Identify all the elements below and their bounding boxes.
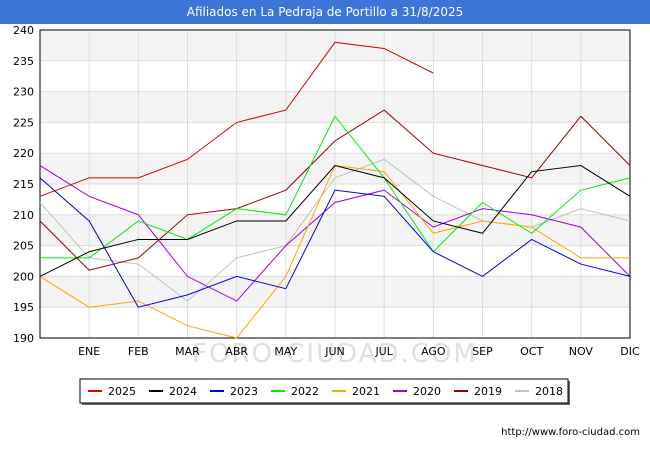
- series-line-2019: [39, 109, 631, 271]
- x-tick-label: ENE: [78, 345, 100, 358]
- legend-label-2021: 2021: [352, 385, 380, 398]
- y-tick-label: 230: [13, 86, 34, 99]
- legend-label-2019: 2019: [474, 385, 502, 398]
- legend-label-2025: 2025: [108, 385, 136, 398]
- x-tick-label: FEB: [128, 345, 149, 358]
- legend-label-2024: 2024: [169, 385, 197, 398]
- x-tick-label: JUL: [374, 345, 393, 358]
- legend-label-2020: 2020: [413, 385, 441, 398]
- x-tick-label: DIC: [620, 345, 640, 358]
- series-lines: [39, 41, 631, 339]
- series-line-2024: [39, 164, 631, 277]
- legend-label-2022: 2022: [291, 385, 319, 398]
- chart-title: Afiliados en La Pedraja de Portillo a 31…: [0, 0, 650, 24]
- y-tick-label: 210: [13, 209, 34, 222]
- y-tick-label: 190: [13, 332, 34, 345]
- legend: 2025 2024 2023 2022 2021 2020 2019 2018: [79, 378, 570, 405]
- y-tick-label: 205: [13, 240, 34, 253]
- series-line-2025: [39, 41, 434, 197]
- x-tick-label: SEP: [472, 345, 493, 358]
- series-line-2023: [39, 177, 631, 308]
- y-tick-label: 240: [13, 24, 34, 37]
- y-tick-label: 200: [13, 270, 34, 283]
- x-tick-label: MAY: [274, 345, 297, 358]
- x-tick-label: MAR: [175, 345, 200, 358]
- x-tick-label: AGO: [421, 345, 446, 358]
- y-tick-labels: 190 195 200 205 210 215 220 225 230 235 240: [13, 24, 34, 345]
- y-tick-label: 235: [13, 55, 34, 68]
- x-tick-label: ABR: [225, 345, 248, 358]
- series-line-2022: [40, 115, 631, 259]
- watermark: FORO-CIUDAD.COM: [192, 339, 478, 369]
- plot-frame: [39, 29, 631, 339]
- y-tick-label: 225: [13, 116, 34, 129]
- y-tick-label: 215: [13, 178, 34, 191]
- series-line-2020: [39, 165, 631, 302]
- axes: [39, 29, 631, 339]
- legend-label-2018: 2018: [535, 385, 563, 398]
- x-tick-label: JUN: [324, 345, 345, 358]
- y-tick-label: 220: [13, 147, 34, 160]
- x-tick-label: NOV: [569, 345, 594, 358]
- y-tick-label: 195: [13, 301, 34, 314]
- source-link[interactable]: http://www.foro-ciudad.com: [501, 427, 640, 438]
- x-tick-label: OCT: [520, 345, 543, 358]
- x-tick-labels: ENE FEB MAR ABR MAY JUN JUL AGO SEP OCT NOV DIC: [78, 345, 640, 358]
- legend-label-2023: 2023: [230, 385, 258, 398]
